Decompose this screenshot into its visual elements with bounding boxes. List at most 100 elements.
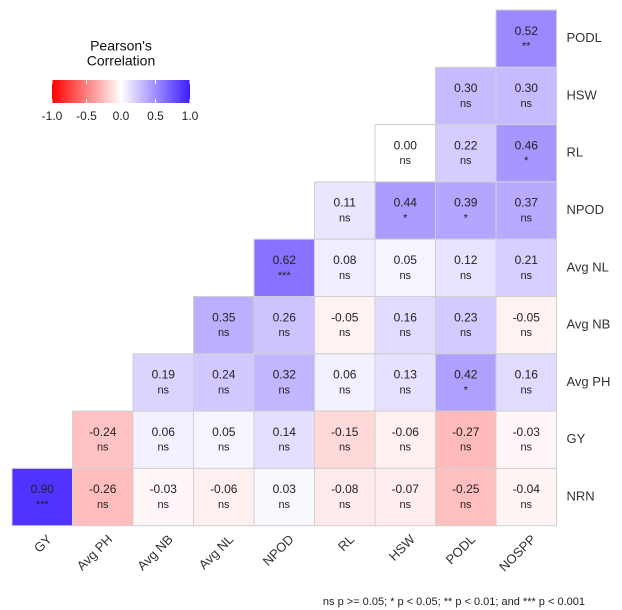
cell xyxy=(495,238,557,297)
cell xyxy=(193,467,255,527)
cell xyxy=(374,124,436,183)
y-tick-label: Avg NB xyxy=(567,317,611,332)
cell-significance: ns xyxy=(339,327,351,339)
cell-significance: ns xyxy=(278,327,290,339)
legend-title: Correlation xyxy=(87,53,155,69)
cell-value: 0.23 xyxy=(454,310,478,324)
cell-value: -0.03 xyxy=(150,482,178,496)
cell-significance: ns xyxy=(520,270,532,282)
y-tick-label: Avg PH xyxy=(567,374,611,389)
cell-significance: ns xyxy=(399,270,411,282)
cell-significance: ns xyxy=(339,499,351,511)
y-tick-label: HSW xyxy=(567,87,598,102)
cell xyxy=(11,467,73,527)
cell xyxy=(72,467,134,527)
cell-value: -0.03 xyxy=(513,425,541,439)
cell xyxy=(495,410,557,469)
cell-significance: *** xyxy=(278,270,292,282)
cell-value: 0.26 xyxy=(273,310,297,324)
cell-value: 0.00 xyxy=(394,138,418,152)
cell-value: 0.16 xyxy=(515,368,539,382)
cell xyxy=(495,9,557,68)
cell xyxy=(495,66,557,126)
colorbar-tick-label: 0.5 xyxy=(147,109,164,123)
cell-significance: * xyxy=(403,212,408,224)
cell xyxy=(253,238,315,297)
y-tick-label: Avg NL xyxy=(567,259,609,274)
cell-value: 0.52 xyxy=(515,24,539,38)
cell xyxy=(374,467,436,527)
cell-significance: * xyxy=(464,212,469,224)
cell-value: 0.06 xyxy=(152,425,176,439)
cell-significance: ns xyxy=(278,499,290,511)
cell xyxy=(132,353,194,412)
cell-significance: * xyxy=(524,155,529,167)
cell-significance: ns xyxy=(218,499,230,511)
cell xyxy=(132,410,194,469)
cell-value: -0.06 xyxy=(210,482,238,496)
cell-value: 0.90 xyxy=(31,482,55,496)
cell-value: 0.11 xyxy=(334,196,357,210)
y-tick-label: RL xyxy=(567,145,584,160)
cell-value: 0.30 xyxy=(454,81,478,95)
x-tick-label: PODL xyxy=(443,532,479,568)
cell-value: 0.19 xyxy=(152,368,176,382)
cell-value: 0.05 xyxy=(212,425,236,439)
cell-value: -0.05 xyxy=(513,310,541,324)
cell xyxy=(314,353,376,412)
cell-value: -0.06 xyxy=(392,425,420,439)
cell-value: 0.14 xyxy=(273,425,297,439)
cell-significance: ns xyxy=(278,442,290,454)
cell-significance: *** xyxy=(36,499,50,511)
cell-value: 0.62 xyxy=(273,253,297,267)
cell-significance: ns xyxy=(520,212,532,224)
cell xyxy=(435,353,497,412)
cell-value: 0.24 xyxy=(212,368,236,382)
cell xyxy=(495,296,557,355)
cell xyxy=(435,124,497,183)
cell-significance: ns xyxy=(399,155,411,167)
cell xyxy=(374,238,436,297)
cell-value: -0.15 xyxy=(331,425,359,439)
cell-value: -0.25 xyxy=(452,482,480,496)
cell-significance: ns xyxy=(460,499,472,511)
cell-significance: ns xyxy=(218,442,230,454)
cell-significance: ns xyxy=(339,384,351,396)
cell xyxy=(253,467,315,527)
cell-value: -0.07 xyxy=(392,482,420,496)
colorbar-tick-label: -0.5 xyxy=(76,109,97,123)
cell xyxy=(435,238,497,297)
cell-significance: ns xyxy=(157,384,169,396)
y-tick-label: NRN xyxy=(567,488,595,503)
cell-significance: ns xyxy=(520,442,532,454)
cell-significance: * xyxy=(464,384,469,396)
cell-significance: ns xyxy=(339,212,351,224)
cell-significance: ns xyxy=(218,327,230,339)
legend-title: Pearson's xyxy=(90,38,152,54)
cell-value: 0.37 xyxy=(515,196,539,210)
cell xyxy=(314,467,376,527)
cell xyxy=(495,124,557,183)
x-tick-label: GY xyxy=(31,531,55,555)
cell-value: 0.05 xyxy=(394,253,418,267)
cell-significance: ns xyxy=(97,499,109,511)
cell xyxy=(374,296,436,355)
cell xyxy=(193,296,255,355)
cell xyxy=(495,353,557,412)
cell xyxy=(193,353,255,412)
cell-significance: ns xyxy=(520,98,532,110)
cell xyxy=(374,181,436,240)
cell-value: -0.05 xyxy=(331,310,359,324)
cell-significance: ns xyxy=(460,98,472,110)
cell xyxy=(314,181,376,240)
x-tick-label: NOSPP xyxy=(496,532,539,575)
cell xyxy=(435,467,497,527)
cell xyxy=(374,410,436,469)
colorbar-tick-label: 1.0 xyxy=(182,109,199,123)
cell-significance: ns xyxy=(399,384,411,396)
cell-value: -0.04 xyxy=(513,482,541,496)
cell-significance: ns xyxy=(520,499,532,511)
cell-value: 0.22 xyxy=(454,138,478,152)
cell xyxy=(314,410,376,469)
cell-value: 0.21 xyxy=(515,253,539,267)
